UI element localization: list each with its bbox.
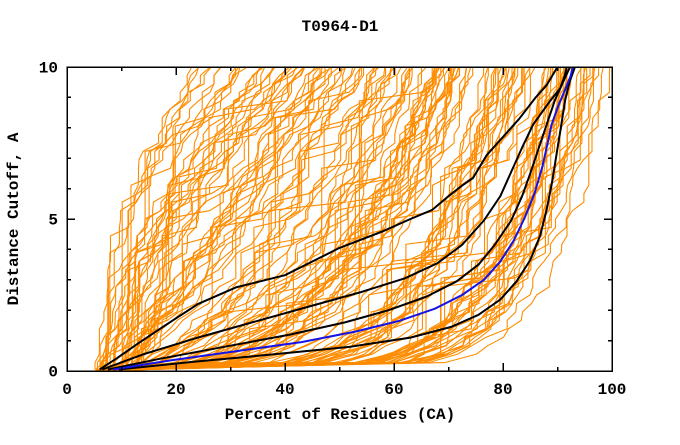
ensemble-model-curve <box>115 67 572 371</box>
ensemble-model-curve <box>105 67 435 371</box>
ensemble-model-curve <box>112 67 333 371</box>
ensemble-model-curve <box>100 67 263 371</box>
x-axis-label: Percent of Residues (CA) <box>225 406 455 424</box>
ensemble-model-curve <box>124 67 316 371</box>
x-tick-label: 80 <box>493 381 512 399</box>
ensemble-model-curve <box>137 67 387 371</box>
ensemble-model-curve <box>135 67 489 371</box>
ensemble-model-curve <box>111 67 409 371</box>
ensemble-model-curve <box>113 67 552 371</box>
ensemble-model-curve <box>99 67 276 370</box>
x-tick-label: 40 <box>275 381 294 399</box>
ensemble-model-curve <box>109 67 222 370</box>
ensemble-model-curve <box>110 67 591 371</box>
ensemble-model-curve <box>121 67 261 371</box>
ensemble-model-curve <box>123 67 356 371</box>
ensemble-model-curve <box>102 67 293 370</box>
ensemble-model-curve <box>118 67 392 371</box>
highlight-model-1-curve <box>99 67 559 371</box>
ensemble-model-curve <box>122 67 321 371</box>
ensemble-model-curve <box>122 67 604 371</box>
ensemble-model-curve <box>104 67 306 371</box>
ensemble-model-curve <box>122 67 531 371</box>
ensemble-model-curve <box>127 67 497 371</box>
ensemble-model-curve <box>99 67 396 371</box>
ensemble-model-curve <box>99 67 297 371</box>
ensemble-model-curve <box>98 67 595 371</box>
y-tick-label: 10 <box>39 60 58 78</box>
ensemble-model-curve <box>133 67 536 371</box>
y-axis-label: Distance Cutoff, A <box>5 132 23 305</box>
ensemble-model-curve <box>119 67 575 371</box>
reference-model-blue-curve <box>113 67 574 371</box>
ensemble-lines-layer <box>94 67 611 371</box>
highlight-lines-layer <box>99 67 576 371</box>
ensemble-model-curve <box>115 67 193 371</box>
ensemble-model-curve <box>99 67 248 370</box>
x-tick-label: 60 <box>384 381 403 399</box>
ensemble-model-curve <box>107 67 505 371</box>
ensemble-model-curve <box>130 67 436 371</box>
ensemble-model-curve <box>95 67 347 371</box>
x-tick-label: 0 <box>62 381 72 399</box>
ensemble-model-curve <box>113 67 380 371</box>
ensemble-model-curve <box>132 67 523 371</box>
ensemble-model-curve <box>94 67 212 370</box>
ensemble-model-curve <box>133 67 565 371</box>
ensemble-model-curve <box>98 67 583 371</box>
ensemble-model-curve <box>124 67 376 371</box>
ensemble-model-curve <box>127 67 524 371</box>
x-tick-label: 100 <box>598 381 627 399</box>
ensemble-model-curve <box>100 67 200 370</box>
x-tick-label: 20 <box>166 381 185 399</box>
highlight-model-2-curve <box>102 67 568 371</box>
ensemble-model-curve <box>95 67 596 371</box>
axis-tick-labels: 0 20 40 60 80 100 0 5 10 <box>39 60 627 400</box>
ensemble-model-curve <box>107 67 433 371</box>
ensemble-model-curve <box>95 67 363 371</box>
ensemble-model-curve <box>96 67 442 371</box>
ensemble-model-curve <box>129 67 585 371</box>
highlight-model-3-curve <box>107 67 571 371</box>
ensemble-model-curve <box>96 67 264 370</box>
ensemble-model-curve <box>129 67 237 371</box>
ensemble-model-curve <box>103 67 437 371</box>
ensemble-model-curve <box>99 67 211 370</box>
ensemble-model-curve <box>114 67 414 371</box>
y-tick-label: 5 <box>48 212 58 230</box>
axis-ticks <box>66 66 613 372</box>
ensemble-model-curve <box>125 67 323 370</box>
chart-title: T0964-D1 <box>302 18 379 36</box>
ensemble-model-curve <box>118 67 600 371</box>
ensemble-model-curve <box>126 67 460 371</box>
ensemble-model-curve <box>126 67 402 371</box>
ensemble-model-curve <box>103 67 568 371</box>
ensemble-model-curve <box>113 67 547 371</box>
ensemble-model-curve <box>137 67 291 370</box>
ensemble-model-curve <box>136 67 299 370</box>
ensemble-model-curve <box>122 67 362 371</box>
ensemble-model-curve <box>113 67 321 370</box>
ensemble-model-curve <box>130 67 452 371</box>
highlight-model-4-curve <box>118 67 576 371</box>
ensemble-model-curve <box>123 67 461 371</box>
ensemble-model-curve <box>130 67 237 370</box>
ensemble-model-curve <box>128 67 525 371</box>
ensemble-model-curve <box>137 67 395 371</box>
ensemble-model-curve <box>99 67 516 371</box>
y-tick-label: 0 <box>48 364 58 382</box>
ensemble-model-curve <box>104 67 450 371</box>
ensemble-model-curve <box>127 67 436 371</box>
ensemble-model-curve <box>113 67 611 371</box>
ensemble-model-curve <box>128 67 332 371</box>
ensemble-model-curve <box>124 67 266 370</box>
ensemble-model-curve <box>123 67 361 371</box>
